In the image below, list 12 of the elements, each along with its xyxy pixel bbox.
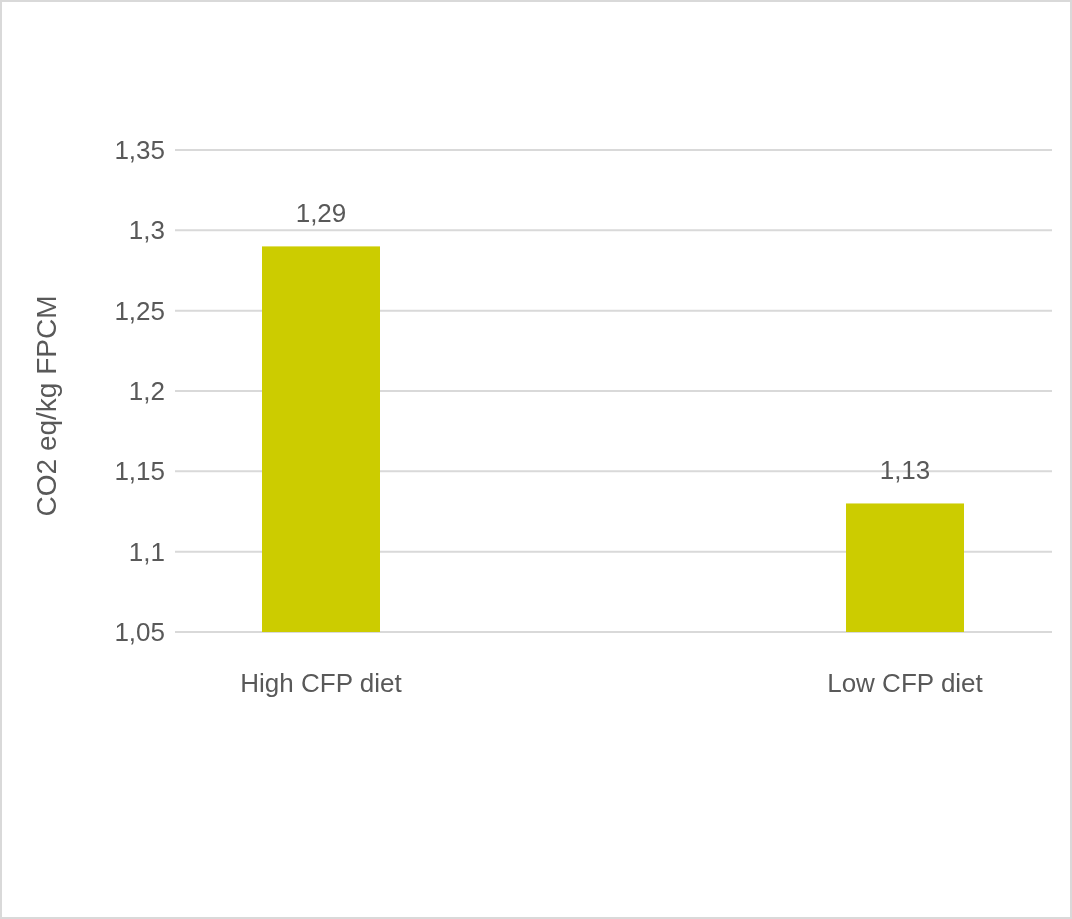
x-tick-label: High CFP diet <box>240 668 403 698</box>
y-tick-label: 1,15 <box>114 456 165 487</box>
y-axis-title: CO2 eq/kg FPCM <box>31 295 62 517</box>
y-tick-label: 1,1 <box>128 536 165 567</box>
y-tick-label: 1,2 <box>128 376 165 407</box>
y-tick-label: 1,25 <box>114 295 165 326</box>
y-tick-label: 1,3 <box>128 215 165 246</box>
y-tick-label: 1,35 <box>114 135 165 166</box>
y-tick-label: 1,05 <box>114 617 165 648</box>
x-tick-label: Low CFP diet <box>827 668 984 698</box>
data-label: 1,13 <box>879 455 931 486</box>
data-label: 1,29 <box>295 198 347 229</box>
